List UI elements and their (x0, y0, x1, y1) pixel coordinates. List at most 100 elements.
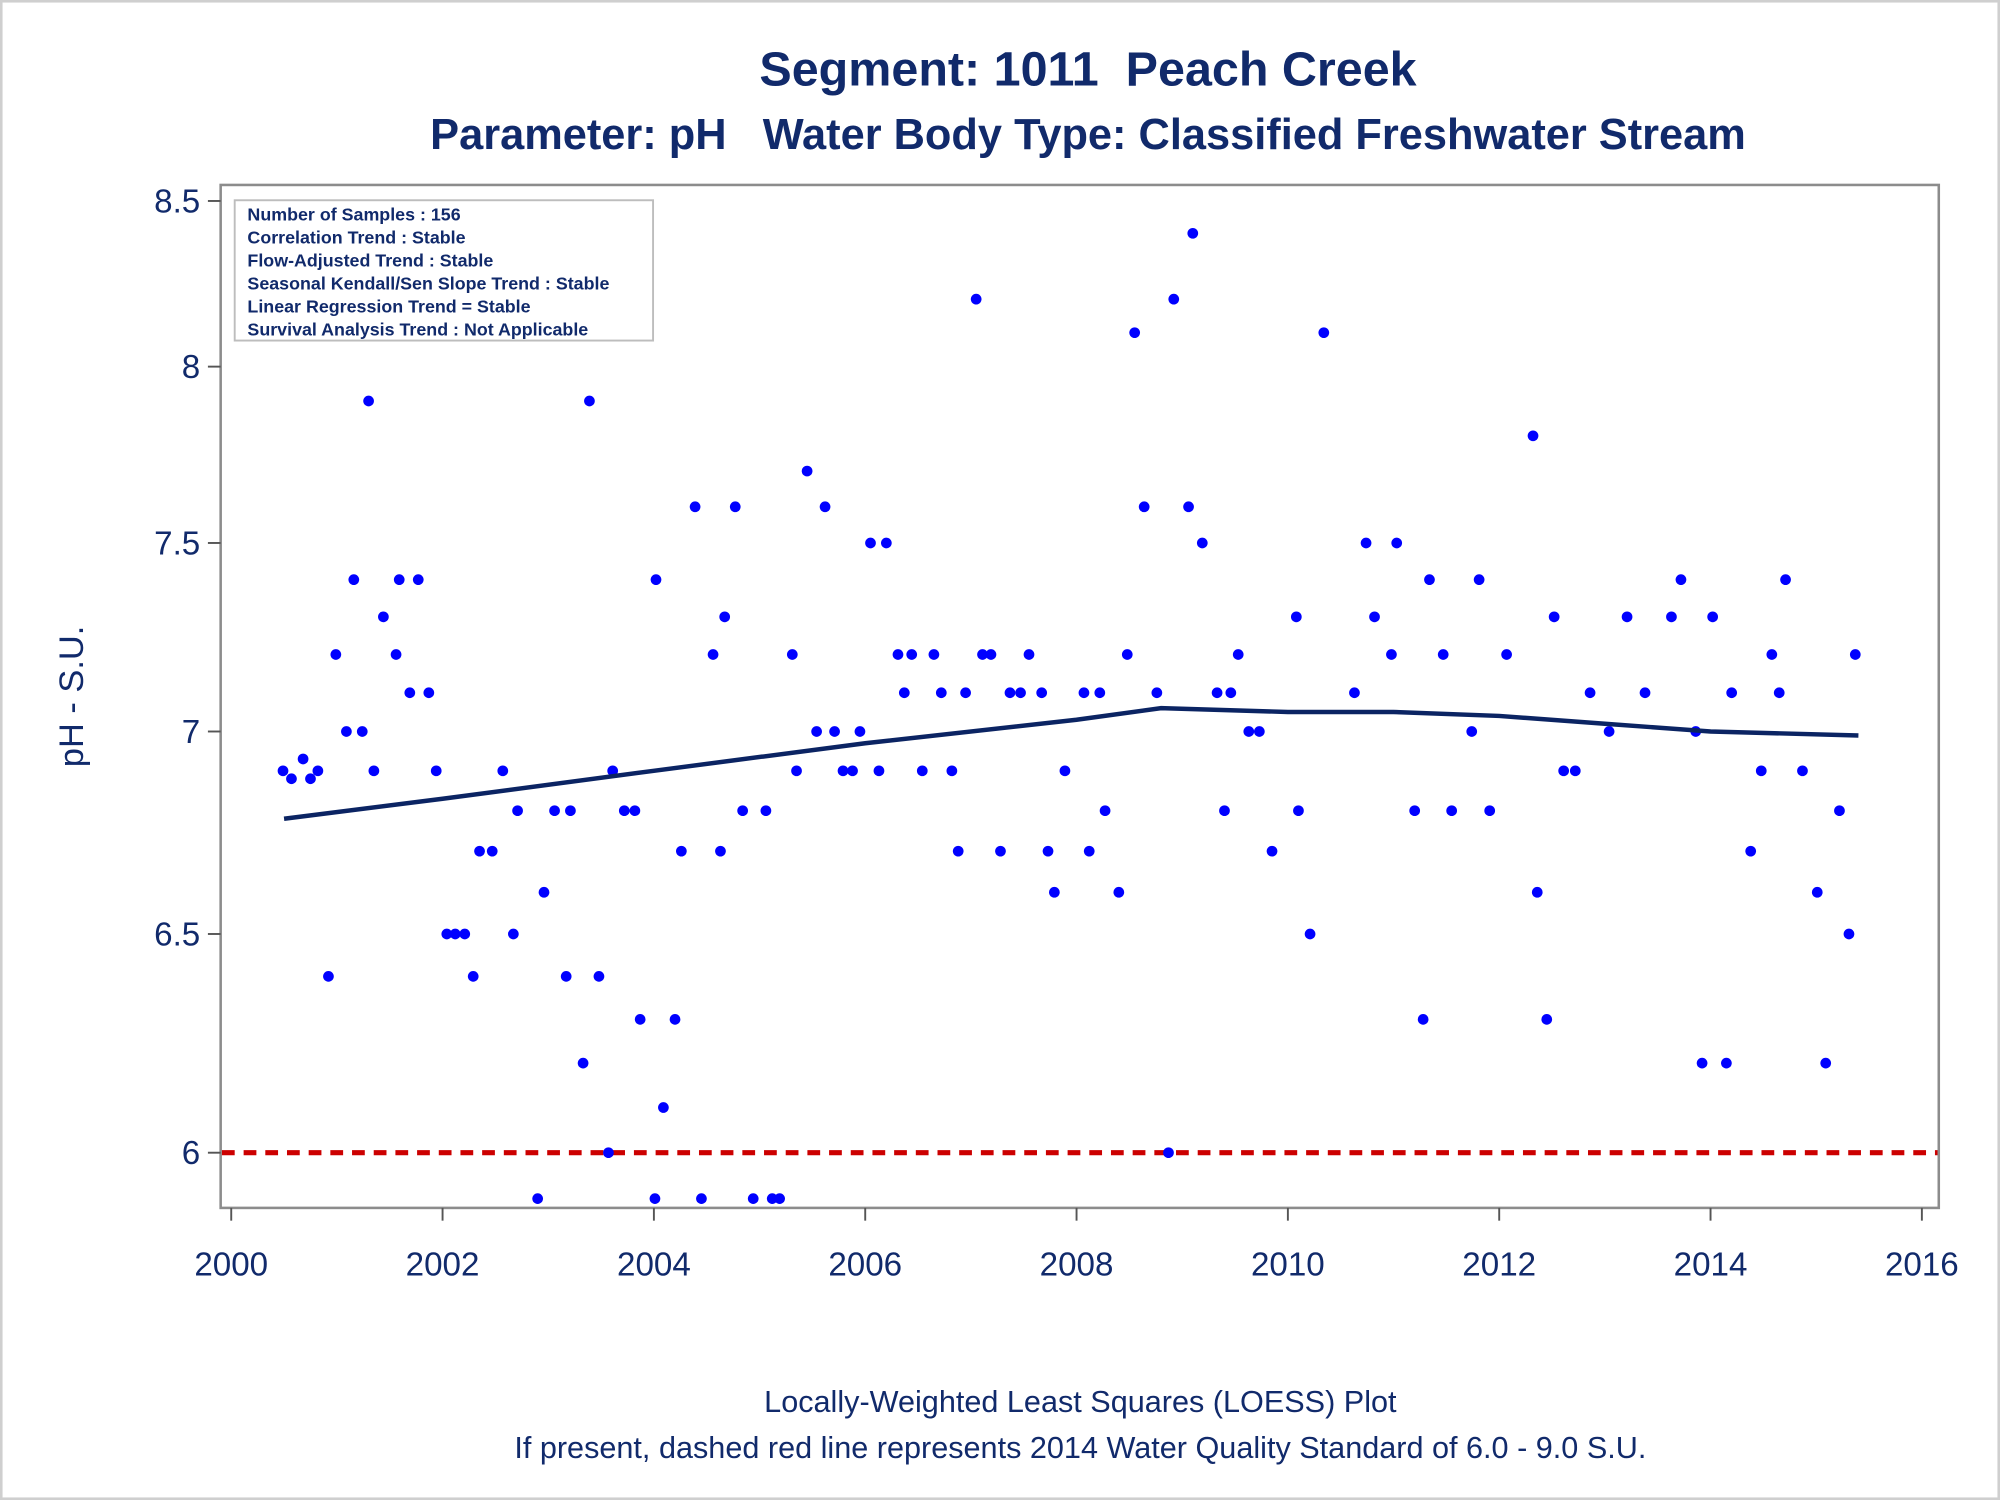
data-point (1531, 886, 1543, 898)
data-point (729, 501, 741, 513)
data-point (393, 574, 405, 586)
data-point (1707, 611, 1719, 623)
data-point (577, 1057, 589, 1069)
data-point (985, 649, 997, 660)
data-point (1243, 726, 1255, 737)
data-point (538, 886, 550, 898)
data-point (898, 687, 910, 699)
data-point (1183, 501, 1194, 513)
data-point (1163, 1147, 1174, 1159)
data-point (1349, 687, 1360, 699)
x-tick-label: 2012 (1462, 1247, 1536, 1284)
data-point (819, 501, 831, 513)
data-point (565, 805, 576, 817)
data-point (906, 649, 918, 660)
data-point (952, 845, 964, 857)
info-text: Linear Regression Trend = Stable (247, 297, 530, 317)
data-point (1266, 845, 1278, 857)
data-point (774, 1193, 785, 1204)
info-text: Seasonal Kendall/Sen Slope Trend : Stabl… (247, 274, 609, 294)
data-point (1820, 1057, 1832, 1069)
data-point (1473, 574, 1485, 586)
data-point (1253, 726, 1265, 737)
chart-title: Segment: 1011 Peach Creek (759, 42, 1416, 96)
data-point (1290, 611, 1302, 623)
data-point (865, 537, 876, 549)
x-tick-label: 2014 (1674, 1247, 1748, 1284)
data-point (995, 845, 1006, 857)
data-point (356, 726, 368, 737)
data-point (1225, 687, 1237, 699)
data-point (1745, 845, 1757, 857)
data-point (1187, 227, 1199, 239)
data-point (430, 765, 442, 777)
y-tick-label: 6.5 (154, 916, 200, 953)
data-point (854, 726, 866, 737)
data-point (1446, 805, 1458, 817)
plot-area (219, 183, 1941, 1210)
data-point (1437, 649, 1449, 660)
data-point (441, 928, 453, 940)
info-text: Survival Analysis Trend : Not Applicable (247, 319, 588, 339)
data-point (1219, 805, 1230, 817)
data-point (1293, 805, 1304, 817)
data-point (935, 687, 947, 699)
data-point (791, 765, 802, 777)
data-point (1129, 327, 1141, 339)
data-point (1023, 649, 1035, 660)
data-point (584, 395, 595, 407)
data-point (497, 765, 509, 777)
data-point (1083, 845, 1095, 857)
data-point (669, 1014, 681, 1025)
data-point (1015, 687, 1026, 699)
x-tick-label: 2016 (1885, 1247, 1959, 1284)
data-point (1548, 611, 1560, 623)
data-point (847, 765, 858, 777)
data-point (829, 726, 840, 737)
data-point (593, 971, 605, 982)
data-point (970, 293, 982, 305)
y-tick-label: 8 (182, 349, 200, 386)
data-point (629, 805, 641, 817)
data-point (348, 574, 360, 586)
data-point (412, 574, 424, 586)
data-point (1755, 765, 1767, 777)
data-point (1666, 611, 1677, 623)
data-point (1584, 687, 1596, 699)
data-point (549, 805, 560, 817)
data-point (368, 765, 380, 777)
data-point (1059, 765, 1071, 777)
data-point (801, 465, 813, 477)
data-point (1391, 537, 1403, 549)
data-point (423, 687, 435, 699)
data-point (618, 805, 630, 817)
data-point (1211, 687, 1223, 699)
y-tick-label: 8.5 (154, 183, 200, 220)
data-point (1569, 765, 1581, 777)
data-point (916, 765, 928, 777)
data-point (1721, 1057, 1732, 1069)
data-point (1843, 928, 1855, 940)
data-point (459, 928, 471, 940)
x-tick-label: 2002 (406, 1247, 480, 1284)
info-box (233, 199, 655, 342)
data-point (837, 765, 849, 777)
data-point (1369, 611, 1380, 623)
data-point (560, 971, 572, 982)
data-point (607, 765, 619, 777)
data-point (1834, 805, 1845, 817)
chart-subtitle: Parameter: pH Water Body Type: Classifie… (430, 111, 1746, 159)
x-tick-label: 2008 (1040, 1247, 1114, 1284)
data-point (715, 845, 726, 857)
data-point (1811, 886, 1823, 898)
data-point (1099, 805, 1111, 817)
data-point (1726, 687, 1738, 699)
loess-line (283, 705, 1859, 821)
data-point (277, 765, 289, 777)
data-point (928, 649, 940, 660)
data-point (892, 649, 904, 660)
data-point (1417, 1014, 1429, 1025)
data-point (1042, 845, 1054, 857)
data-point (786, 649, 798, 660)
